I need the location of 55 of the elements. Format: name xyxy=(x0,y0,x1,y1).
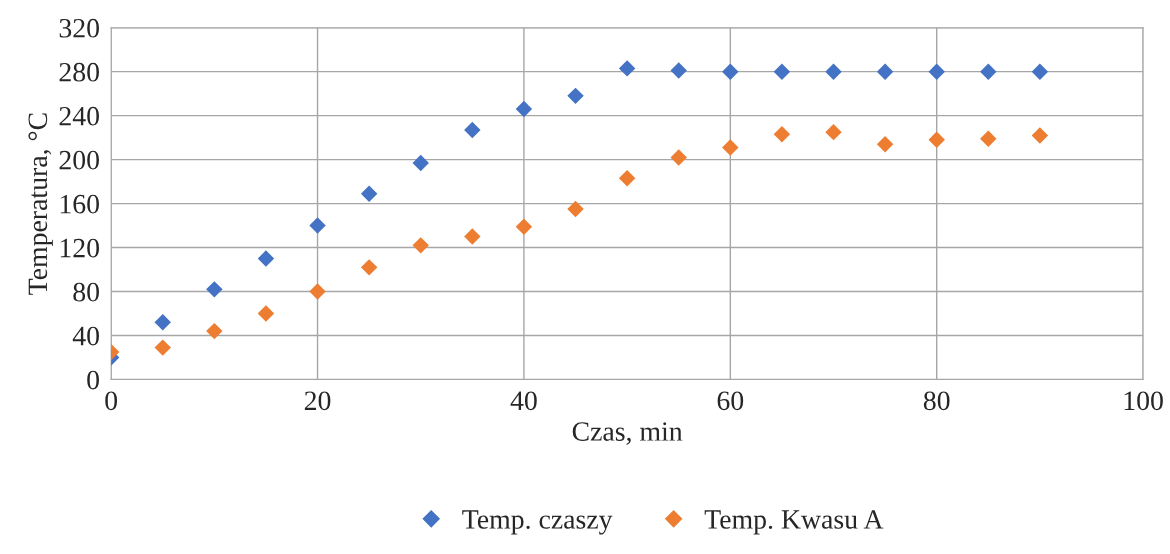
point xyxy=(876,63,894,80)
point xyxy=(464,121,481,139)
y-tick-label: 80 xyxy=(73,282,99,302)
point xyxy=(360,185,378,202)
point xyxy=(154,339,171,356)
y-tick-label: 160 xyxy=(60,194,99,214)
x-axis-title: Czas, min xyxy=(572,422,683,445)
x-tick-label: 100 xyxy=(1124,391,1163,411)
x-tick-label: 0 xyxy=(105,391,118,411)
point xyxy=(464,228,481,245)
point xyxy=(412,154,429,172)
y-tick-label: 120 xyxy=(60,238,99,258)
y-tick-label: 200 xyxy=(59,150,99,170)
point xyxy=(412,237,429,254)
point xyxy=(309,283,326,300)
legend-label: Temp. Kwasu A xyxy=(704,510,884,535)
point xyxy=(722,63,739,80)
x-tick-label: 40 xyxy=(510,391,537,411)
point xyxy=(773,126,791,143)
point xyxy=(722,139,739,156)
point xyxy=(928,63,945,80)
point xyxy=(206,281,223,298)
point xyxy=(876,136,894,153)
point xyxy=(773,63,791,80)
point xyxy=(154,314,171,331)
point xyxy=(825,123,842,141)
point xyxy=(670,62,687,79)
point xyxy=(257,305,275,322)
y-tick-label: 280 xyxy=(59,62,99,82)
y-tick-label: 240 xyxy=(59,106,99,126)
x-tick-label: 60 xyxy=(717,391,744,411)
point xyxy=(618,170,636,187)
point xyxy=(670,149,687,166)
point xyxy=(257,250,275,267)
y-tick-label: 0 xyxy=(87,370,99,390)
point xyxy=(928,131,945,149)
legend-label: Temp. czaszy xyxy=(462,510,613,535)
x-tick-label: 20 xyxy=(304,391,331,411)
point xyxy=(515,100,533,118)
y-axis-title: Temperatura, °C xyxy=(28,113,53,295)
point xyxy=(360,259,378,276)
point xyxy=(567,87,584,105)
point xyxy=(1031,63,1049,80)
point xyxy=(980,63,997,80)
y-tick-label: 320 xyxy=(59,18,99,38)
point xyxy=(618,60,636,77)
point xyxy=(1031,127,1049,144)
point xyxy=(567,200,584,218)
point xyxy=(515,218,533,235)
x-tick-label: 80 xyxy=(923,391,950,411)
point xyxy=(206,322,223,340)
y-tick-label: 40 xyxy=(72,326,99,346)
point xyxy=(825,63,842,80)
point xyxy=(980,130,997,147)
point xyxy=(309,217,326,234)
